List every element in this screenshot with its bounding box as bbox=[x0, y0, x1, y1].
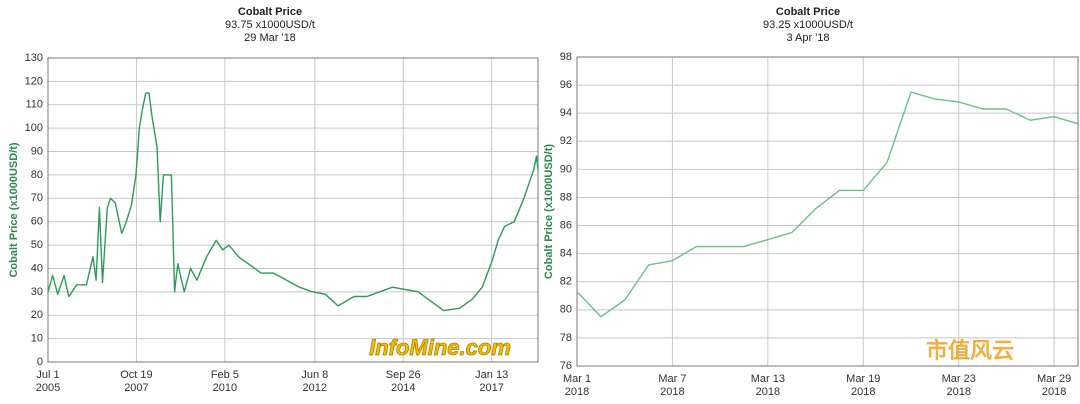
x-tick-label-line: Mar 13 bbox=[751, 373, 785, 385]
x-tick-label: Oct 19 2007 bbox=[120, 369, 152, 394]
y-tick-label: 76 bbox=[560, 360, 572, 372]
y-tick-label: 60 bbox=[31, 216, 43, 228]
y-tick-label: 94 bbox=[560, 107, 572, 119]
watermark: 市值风云 bbox=[926, 338, 1014, 363]
y-tick-label: 82 bbox=[560, 276, 572, 288]
chart-subtitle: 93.25 x1000USD/t bbox=[763, 19, 853, 31]
plot-frame bbox=[47, 57, 539, 363]
price-line bbox=[576, 91, 1079, 318]
x-tick-label-line: 2005 bbox=[36, 382, 60, 394]
x-tick-label: Sep 26 2014 bbox=[386, 369, 421, 394]
x-tick-label-line: 2018 bbox=[946, 386, 970, 398]
y-tick-label: 88 bbox=[560, 191, 572, 203]
x-tick-label-line: Jul 1 bbox=[36, 369, 59, 381]
y-tick-label: 80 bbox=[560, 304, 572, 316]
x-tick-label-line: Mar 23 bbox=[942, 373, 976, 385]
price-line bbox=[47, 92, 539, 312]
chart-date: 3 Apr '18 bbox=[786, 32, 829, 44]
x-tick-label: Mar 13 2018 bbox=[751, 373, 785, 398]
y-tick-label: 92 bbox=[560, 135, 572, 147]
y-axis-label: Cobalt Price (x1000USD/t) bbox=[8, 142, 20, 277]
x-tick-label-line: 2018 bbox=[756, 386, 780, 398]
x-tick-label-line: 2018 bbox=[851, 386, 875, 398]
y-tick-label: 0 bbox=[37, 356, 43, 368]
y-tick-label: 90 bbox=[31, 145, 43, 157]
x-tick-label-line: Mar 7 bbox=[658, 373, 686, 385]
y-tick-label: 78 bbox=[560, 332, 572, 344]
x-tick-label-line: 2014 bbox=[391, 382, 415, 394]
x-tick-label-line: 2017 bbox=[479, 382, 503, 394]
y-tick-label: 10 bbox=[31, 333, 43, 345]
y-tick-label: 98 bbox=[560, 51, 572, 63]
y-tick-label: 20 bbox=[31, 309, 43, 321]
chart-title: Cobalt Price bbox=[238, 6, 302, 18]
x-tick-label: Mar 29 2018 bbox=[1037, 373, 1071, 398]
x-tick-label-line: Mar 29 bbox=[1037, 373, 1071, 385]
y-tick-label: 110 bbox=[25, 99, 43, 111]
x-tick-label: Mar 1 2018 bbox=[563, 373, 591, 398]
x-tick-label-line: 2012 bbox=[303, 382, 327, 394]
y-tick-label: 84 bbox=[560, 248, 572, 260]
plot-frame bbox=[576, 56, 1079, 367]
y-tick-label: 50 bbox=[31, 239, 43, 251]
y-tick-label: 40 bbox=[31, 262, 43, 274]
y-tick-label: 30 bbox=[31, 286, 43, 298]
y-tick-label: 80 bbox=[31, 169, 43, 181]
x-tick-label-line: 2018 bbox=[565, 386, 589, 398]
x-tick-label-line: 2010 bbox=[213, 382, 237, 394]
y-axis-label: Cobalt Price (x1000USD/t) bbox=[543, 144, 555, 279]
x-tick-label: Mar 7 2018 bbox=[658, 373, 686, 398]
chart-date: 29 Mar '18 bbox=[244, 32, 296, 44]
x-tick-label: Feb 5 2010 bbox=[211, 369, 239, 394]
x-tick-label-line: 2018 bbox=[660, 386, 684, 398]
y-tick-label: 86 bbox=[560, 219, 572, 231]
x-tick-label: Mar 19 2018 bbox=[846, 373, 880, 398]
x-tick-label-line: 2018 bbox=[1042, 386, 1066, 398]
x-tick-label-line: Mar 19 bbox=[846, 373, 880, 385]
watermark: InfoMine.com bbox=[369, 335, 511, 360]
x-tick-label-line: 2007 bbox=[124, 382, 148, 394]
y-tick-label: 96 bbox=[560, 79, 572, 91]
x-tick-label: Jun 8 2012 bbox=[301, 369, 328, 394]
y-tick-label: 100 bbox=[25, 122, 43, 134]
x-tick-label: Jul 1 2005 bbox=[36, 369, 60, 394]
y-tick-label: 130 bbox=[25, 52, 43, 64]
y-tick-label: 70 bbox=[31, 192, 43, 204]
x-tick-label: Jan 13 2017 bbox=[475, 369, 508, 394]
x-tick-label-line: Jan 13 bbox=[475, 369, 508, 381]
x-tick-label: Mar 23 2018 bbox=[942, 373, 976, 398]
x-tick-label-line: Sep 26 bbox=[386, 369, 421, 381]
x-tick-label-line: Jun 8 bbox=[301, 369, 328, 381]
x-tick-label-line: Feb 5 bbox=[211, 369, 239, 381]
y-tick-label: 90 bbox=[560, 163, 572, 175]
x-tick-label-line: Oct 19 bbox=[120, 369, 152, 381]
chart-title: Cobalt Price bbox=[776, 6, 840, 18]
y-tick-label: 120 bbox=[25, 75, 43, 87]
chart-subtitle: 93.75 x1000USD/t bbox=[225, 19, 315, 31]
x-tick-label-line: Mar 1 bbox=[563, 373, 591, 385]
